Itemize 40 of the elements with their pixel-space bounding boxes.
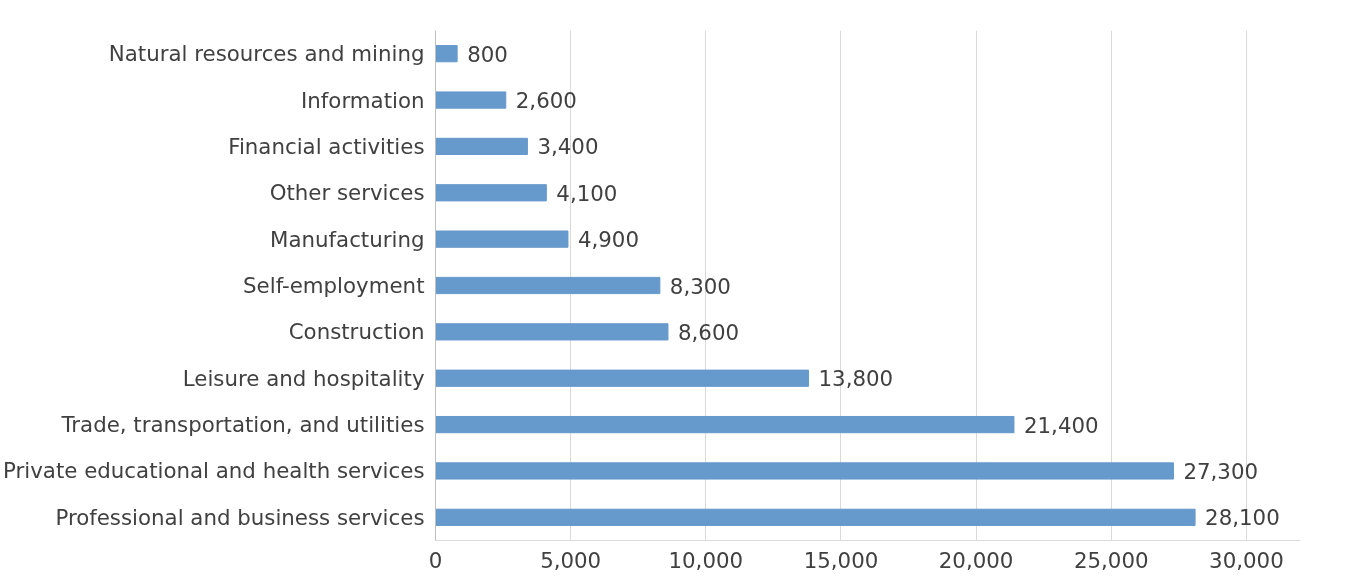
bar	[435, 323, 669, 341]
bar	[435, 91, 507, 109]
x-tick-label: 30,000	[1209, 547, 1284, 573]
data-label: 21,400	[1023, 412, 1099, 438]
y-tick-label: Self-employment	[243, 273, 425, 298]
y-tick-label: Manufacturing	[270, 226, 425, 252]
y-tick-label: Information	[301, 87, 425, 113]
data-label: 8,300	[669, 273, 731, 299]
x-tick-label: 20,000	[938, 547, 1014, 573]
bar	[435, 45, 458, 63]
bar	[435, 184, 547, 202]
bar	[435, 137, 528, 156]
data-label: 27,300	[1183, 458, 1259, 484]
data-label: 2,600	[515, 88, 577, 114]
x-tick-label: 10,000	[668, 547, 744, 573]
data-label: 28,100	[1205, 505, 1280, 531]
x-tick-label: 0	[428, 547, 443, 573]
x-tick-label: 15,000	[803, 547, 879, 573]
y-tick-label: Other services	[269, 180, 425, 206]
data-label: 3,400	[537, 134, 599, 160]
y-tick-label: Financial activities	[228, 133, 425, 159]
data-label: 4,100	[556, 180, 618, 206]
y-tick-label: Trade, transportation, and utilities	[60, 412, 425, 438]
data-label: 800	[467, 41, 508, 67]
y-tick-label: Professional and business services	[55, 504, 425, 530]
bar	[435, 462, 1174, 480]
bar	[435, 276, 661, 295]
y-tick-label: Private educational and health services	[3, 458, 425, 484]
bar	[435, 508, 1196, 526]
data-label: 8,600	[677, 319, 740, 345]
bar	[435, 415, 1015, 434]
y-tick-label: Natural resources and mining	[108, 41, 425, 67]
y-tick-label: Leisure and hospitality	[182, 365, 425, 391]
data-label: 4,900	[577, 227, 640, 253]
x-tick-label: 5,000	[540, 547, 602, 573]
y-tick-label: Construction	[288, 319, 425, 345]
x-tick-label: 25,000	[1073, 547, 1149, 573]
bar	[435, 369, 810, 387]
data-label: 13,800	[818, 366, 894, 392]
bar	[435, 230, 569, 248]
